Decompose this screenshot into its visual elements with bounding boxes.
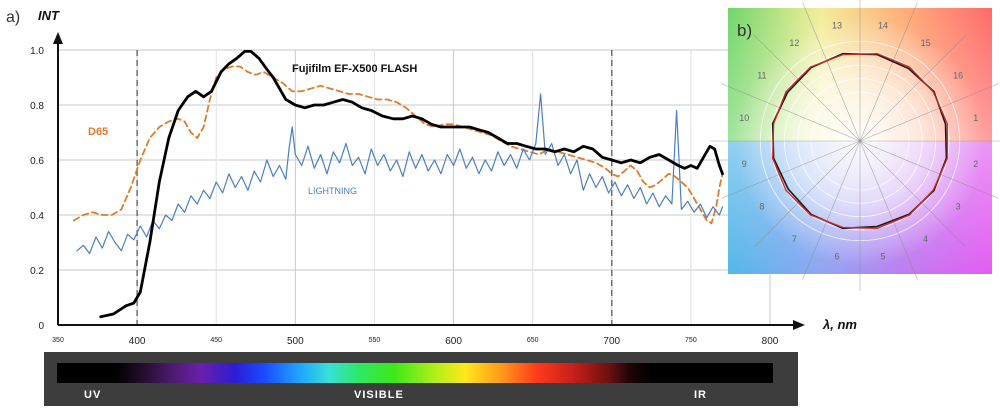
wheel-spoke: [859, 140, 918, 280]
wheel-sector-label: 12: [789, 38, 799, 48]
series-line-fujifilm-flash: [99, 50, 724, 319]
y-tick-label: 0.8: [30, 101, 44, 112]
wheel-sector-label: 13: [832, 20, 842, 30]
panel-a-label: a): [6, 9, 20, 26]
wheel-sector-label: 9: [742, 159, 747, 169]
x-tick-label: 400: [129, 336, 146, 347]
x-tick-label: 700: [603, 336, 620, 347]
spectrum-visible-label: VISIBLE: [354, 389, 404, 401]
wheel-sector-label: 16: [953, 70, 963, 80]
wheel-sector-label: 5: [880, 252, 885, 262]
wheel-spoke: [802, 140, 861, 280]
series-label: D65: [88, 126, 108, 138]
y-axis-title: INT: [38, 8, 60, 23]
wheel-spoke: [721, 83, 861, 142]
y-tick-label: 0.4: [30, 211, 44, 222]
wheel-sector-label: 1: [973, 113, 978, 123]
x-tick-label-minor: 650: [527, 337, 539, 344]
spectrum-strip: [57, 363, 773, 383]
wheel-guides: [710, 0, 1000, 291]
x-tick-label-minor: 450: [210, 337, 222, 344]
x-tick-label-minor: 750: [685, 337, 697, 344]
chart-ticks: 0 0.2 0.4 0.6 0.8 1.0 400 500 600 700 800 350 450 550…: [30, 46, 779, 347]
wheel-series-outline: [772, 53, 948, 229]
x-axis-arrow: [793, 320, 805, 330]
wheel-series: [771, 52, 948, 230]
wheel-sector-label: 14: [878, 20, 888, 30]
chart-spectral-markers: [136, 50, 613, 325]
chart-series: [72, 50, 724, 319]
series-line-lightning: [76, 93, 724, 255]
wheel-spoke: [802, 2, 861, 142]
x-tick-label: 500: [287, 336, 304, 347]
y-tick-label: 1.0: [30, 46, 44, 57]
series-label: Fujifilm EF-X500 FLASH: [292, 63, 417, 75]
wheel-spoke: [753, 34, 861, 142]
wheel-sector-label: 6: [834, 252, 839, 262]
y-axis-arrow: [53, 32, 63, 44]
y-tick-label: 0.6: [30, 156, 44, 167]
x-tick-label: 800: [762, 336, 779, 347]
wheel-sector-label: 3: [956, 202, 961, 212]
spectrum-uv-label: UV: [84, 389, 101, 401]
wheel-spoke: [859, 34, 967, 142]
x-tick-label: 600: [445, 336, 462, 347]
spectrum-ir-label: IR: [694, 389, 707, 401]
wheel-sector-label: 15: [921, 38, 931, 48]
wheel-spoke: [721, 140, 861, 199]
wheel-sector-label: 2: [973, 159, 978, 169]
series-line-d65: [72, 65, 724, 225]
wheel-sector-label: 4: [923, 234, 928, 244]
wheel-spoke: [859, 140, 967, 248]
series-label: LIGHTNING: [308, 186, 357, 196]
y-tick-label: 0: [38, 321, 44, 332]
x-tick-label-minor: 550: [369, 337, 381, 344]
wheel-sector-label: 7: [792, 234, 797, 244]
wheel-spoke: [859, 2, 918, 142]
wheel-sector-label: 11: [757, 70, 766, 80]
wheel-spoke: [753, 140, 861, 248]
x-tick-label-minor: 350: [52, 337, 64, 344]
panel-b-label: b): [737, 21, 752, 40]
x-axis-title: λ, nm: [822, 317, 857, 332]
wheel-spoke: [859, 140, 999, 199]
wheel-sector-label: 10: [739, 113, 749, 123]
chart-grid: [58, 49, 771, 325]
wheel-sector-label: 8: [759, 202, 764, 212]
y-tick-label: 0.2: [30, 266, 44, 277]
series-labels: Fujifilm EF-X500 FLASH D65 LIGHTNING: [88, 63, 417, 196]
wheel-spoke: [859, 83, 999, 142]
chart-axes: [53, 32, 805, 330]
